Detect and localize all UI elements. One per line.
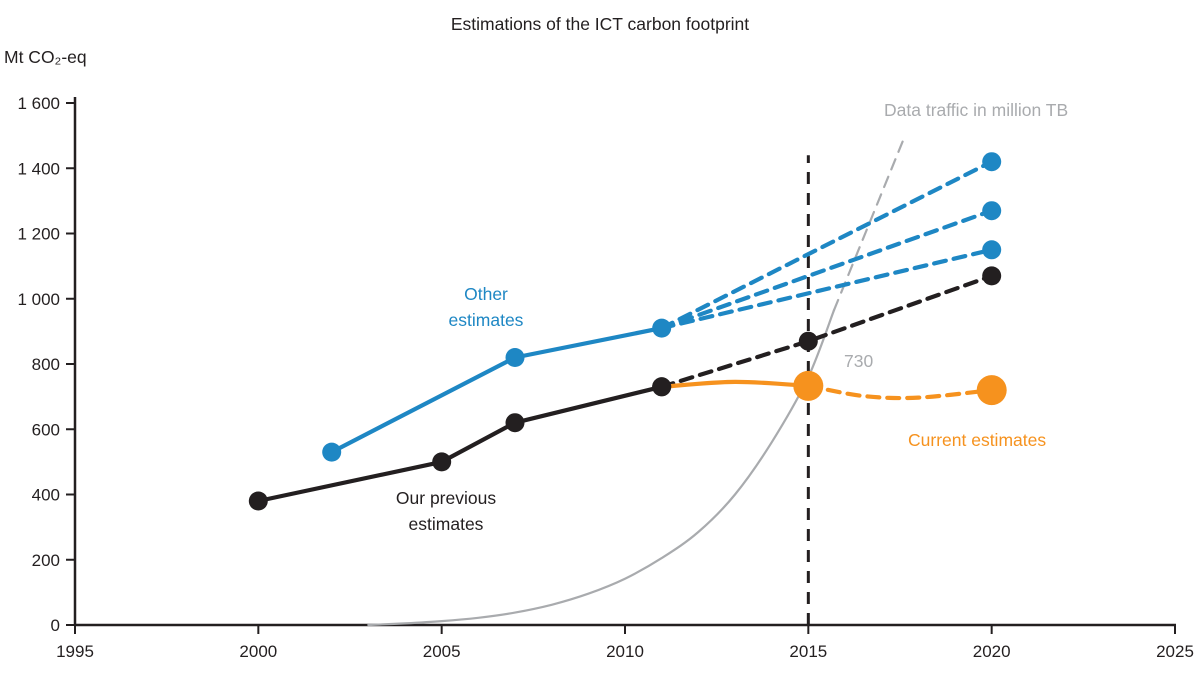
- annotation-traffic-crossing-value: 730: [844, 351, 874, 371]
- svg-text:0: 0: [51, 616, 60, 635]
- y-axis-unit-label: Mt CO₂-eq: [4, 47, 87, 67]
- svg-text:200: 200: [32, 551, 60, 570]
- svg-text:600: 600: [32, 420, 60, 439]
- svg-text:1 000: 1 000: [17, 290, 60, 309]
- svg-text:2025: 2025: [1156, 642, 1194, 661]
- svg-text:2010: 2010: [606, 642, 644, 661]
- chart-title: Estimations of the ICT carbon footprint: [450, 14, 750, 34]
- svg-text:1 200: 1 200: [17, 225, 60, 244]
- annotation-current-estimates: Current estimates: [908, 430, 1047, 450]
- svg-text:2000: 2000: [239, 642, 277, 661]
- svg-text:1995: 1995: [56, 642, 94, 661]
- svg-text:800: 800: [32, 355, 60, 374]
- svg-text:2005: 2005: [423, 642, 461, 661]
- svg-text:2020: 2020: [973, 642, 1011, 661]
- annotation-our-previous-estimates: Our previous estimates: [395, 488, 497, 534]
- svg-text:400: 400: [32, 486, 60, 505]
- annotation-other-estimates: Other estimates: [448, 284, 524, 330]
- svg-text:1 600: 1 600: [17, 94, 60, 113]
- svg-text:1 400: 1 400: [17, 159, 60, 178]
- annotation-data-traffic: Data traffic in million TB: [884, 100, 1069, 120]
- svg-text:2015: 2015: [789, 642, 827, 661]
